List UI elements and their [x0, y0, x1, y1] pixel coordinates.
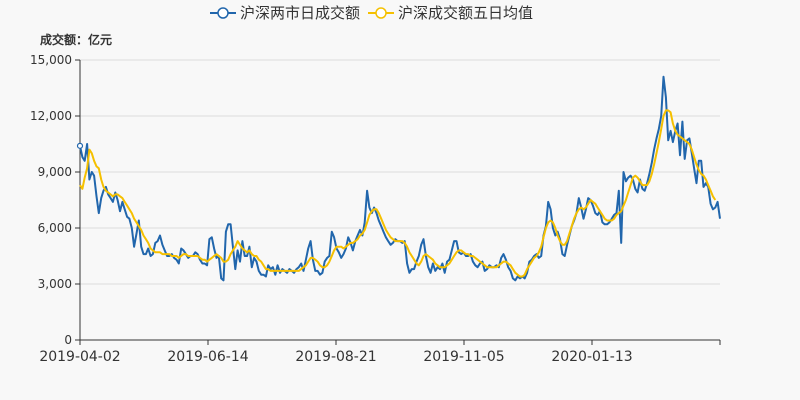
y-tick-label: 15,000: [30, 53, 72, 67]
series-line-2: [79, 109, 717, 278]
y-tick-label: 9,000: [38, 165, 72, 179]
series-line-1: [79, 75, 721, 282]
x-tick-label: 2019-11-05: [423, 349, 504, 365]
series-group: [76, 75, 721, 282]
legend-label-series2: 沪深成交额五日均值: [398, 4, 534, 22]
legend[interactable]: 沪深两市日成交额 沪深成交额五日均值: [210, 2, 533, 23]
tick-labels: 0 3,000 6,000 9,000 12,000 15,000 2019-04-02 20…: [30, 53, 633, 365]
start-point-marker: [76, 142, 84, 149]
legend-marker-series1-icon: [210, 6, 236, 19]
y-tick-label: 3,000: [38, 277, 72, 291]
x-tick-label: 2019-04-02: [39, 349, 120, 365]
legend-marker-series2-icon: [368, 6, 395, 19]
x-tick-label: 2020-01-13: [551, 349, 632, 365]
y-tick-label: 0: [64, 333, 72, 347]
legend-item-series1[interactable]: 沪深两市日成交额: [210, 2, 360, 23]
x-tick-label: 2019-08-21: [295, 349, 376, 365]
x-tick-label: 2019-06-14: [167, 349, 248, 365]
grid-lines: [80, 59, 720, 285]
y-tick-label: 6,000: [38, 221, 72, 235]
y-axis-label: 成交额：亿元: [40, 33, 113, 47]
axes: [75, 59, 721, 345]
y-tick-label: 12,000: [30, 109, 72, 123]
legend-item-series2[interactable]: 沪深成交额五日均值: [368, 2, 533, 23]
legend-label-series1: 沪深两市日成交额: [240, 4, 361, 22]
